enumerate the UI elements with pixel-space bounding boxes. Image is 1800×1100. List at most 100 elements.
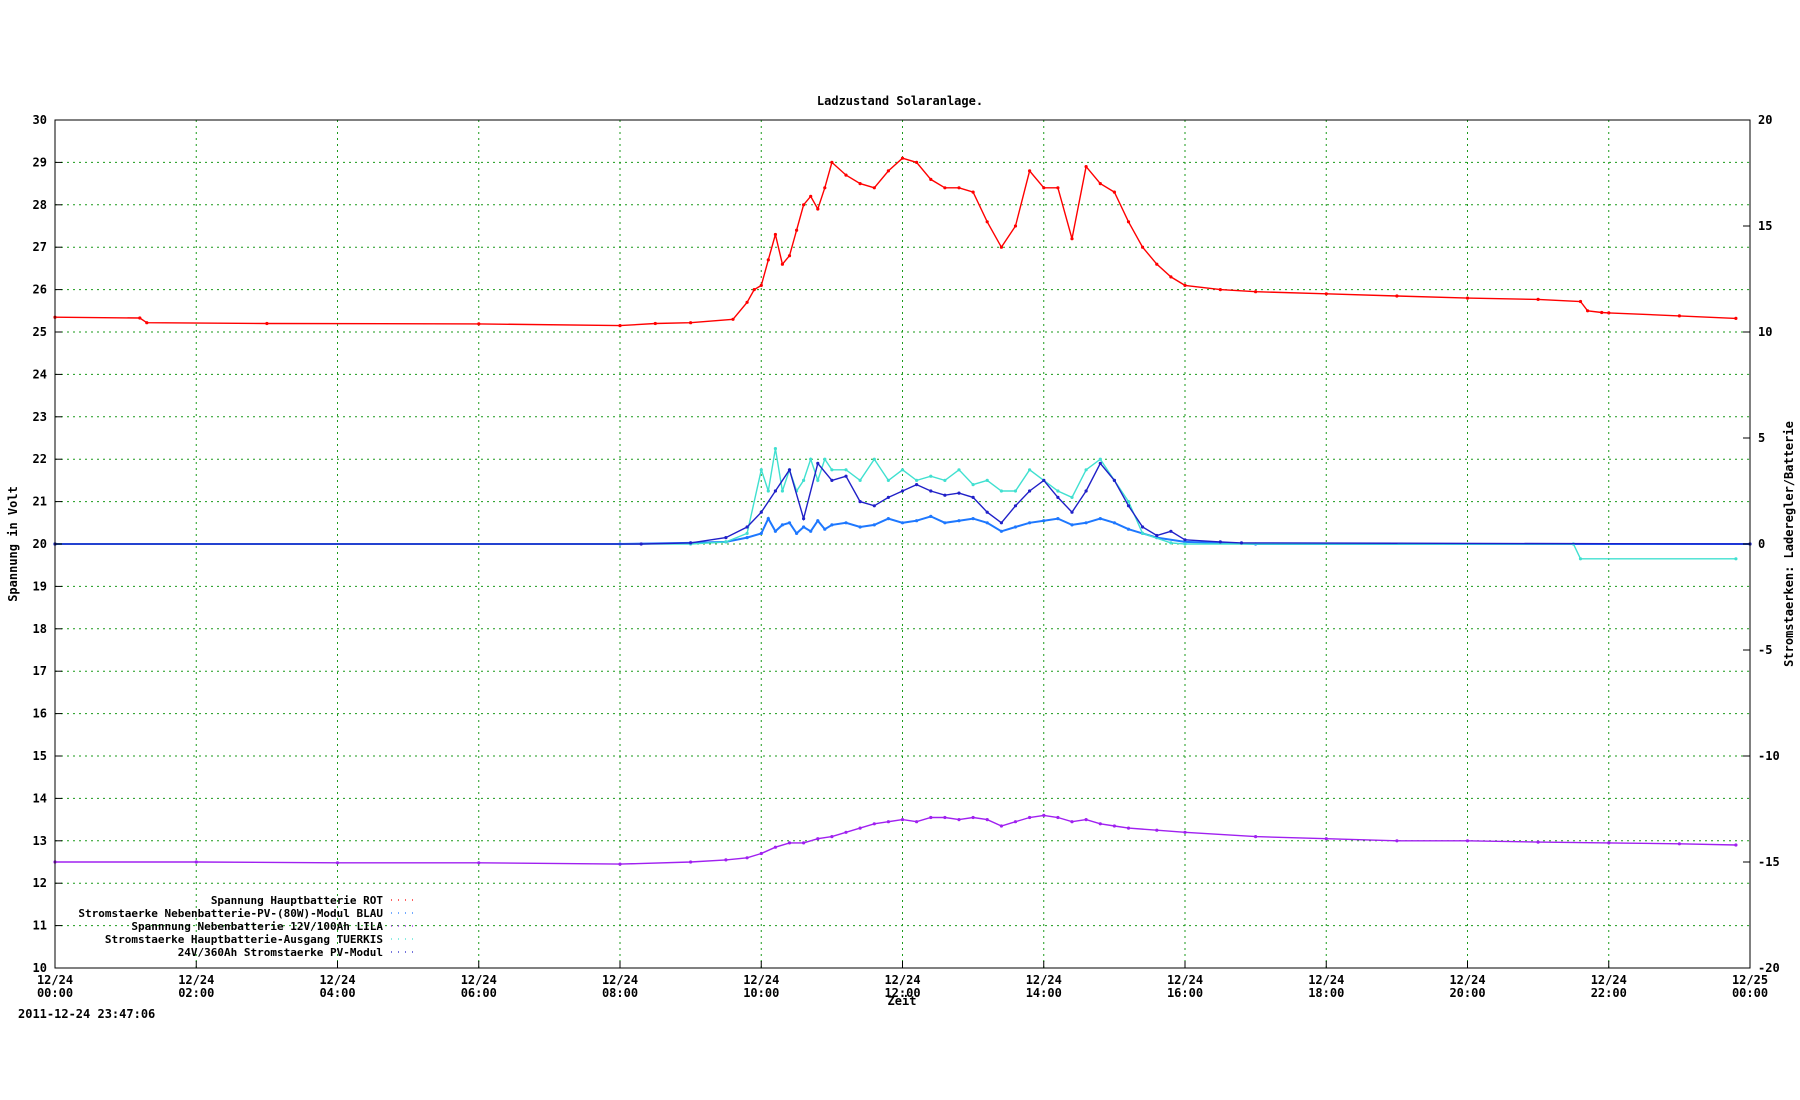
- data-point: [816, 519, 820, 523]
- x-tick-date: 12/24: [1308, 973, 1344, 987]
- data-point: [915, 160, 919, 164]
- data-point: [971, 815, 975, 820]
- data-point: [780, 489, 785, 493]
- data-point: [724, 858, 728, 862]
- x-tick-time: 14:00: [1026, 986, 1062, 1000]
- data-point: [809, 457, 813, 461]
- data-point: [1070, 523, 1074, 527]
- data-point: [830, 835, 834, 839]
- data-point: [929, 474, 933, 478]
- y-tick-label: 20: [33, 537, 47, 551]
- data-point: [766, 489, 770, 493]
- data-point: [745, 300, 749, 304]
- data-point: [1126, 220, 1131, 224]
- series-layer: [53, 156, 1752, 866]
- data-point: [265, 321, 269, 326]
- data-point: [1013, 224, 1018, 228]
- x-tick-date: 12/24: [461, 973, 497, 987]
- data-point: [1239, 541, 1244, 545]
- data-point: [787, 521, 792, 525]
- legend-label: 24V/360Ah Stromstaerke PV-Modul: [178, 946, 383, 959]
- data-point: [145, 321, 149, 325]
- data-point: [689, 321, 693, 325]
- data-point: [689, 541, 693, 545]
- data-point: [886, 517, 891, 521]
- data-point: [1578, 557, 1583, 561]
- x-tick-time: 12:00: [884, 986, 920, 1000]
- data-point: [872, 523, 876, 527]
- data-point: [1070, 495, 1074, 499]
- data-point: [766, 258, 770, 262]
- y2-tick-label: -20: [1758, 961, 1780, 975]
- data-point: [787, 841, 792, 845]
- data-point: [752, 288, 756, 292]
- y-tick-label: 14: [33, 791, 47, 805]
- data-point: [985, 478, 989, 482]
- data-point: [766, 517, 770, 521]
- data-point: [1112, 478, 1116, 482]
- data-point: [872, 504, 876, 508]
- data-point: [999, 521, 1004, 525]
- data-point: [957, 491, 961, 495]
- data-point: [1070, 510, 1074, 514]
- data-point: [816, 207, 820, 211]
- data-point: [886, 478, 891, 482]
- data-point: [823, 186, 827, 190]
- data-point: [759, 283, 763, 287]
- data-point: [1578, 299, 1583, 304]
- data-point: [1126, 504, 1131, 508]
- data-point: [1084, 818, 1088, 822]
- data-point: [1465, 839, 1470, 843]
- data-point: [957, 186, 961, 190]
- data-point: [773, 447, 778, 451]
- data-point: [1098, 182, 1102, 186]
- y2-tick-label: 20: [1758, 113, 1772, 127]
- data-point: [1098, 457, 1102, 461]
- y-tick-label: 26: [33, 283, 47, 297]
- data-point: [1126, 527, 1131, 531]
- data-point: [816, 478, 820, 482]
- data-point: [1183, 830, 1187, 834]
- data-point: [816, 837, 820, 841]
- x-tick-date: 12/24: [1026, 973, 1062, 987]
- data-point: [985, 818, 989, 822]
- series-1: [53, 156, 1738, 328]
- x-tick-time: 22:00: [1591, 986, 1627, 1000]
- data-point: [802, 478, 806, 482]
- data-point: [1098, 822, 1102, 826]
- data-point: [971, 190, 975, 194]
- y-tick-label: 27: [33, 240, 47, 254]
- x-tick-time: 00:00: [37, 986, 73, 1000]
- data-point: [816, 461, 820, 465]
- y-tick-label: 25: [33, 325, 47, 339]
- y-tick-label: 23: [33, 410, 47, 424]
- data-point: [1183, 542, 1187, 546]
- data-point: [1254, 290, 1258, 294]
- data-point: [759, 851, 763, 856]
- y2-axis-ticks: -20 -15 -10 -5 0 5 10 15 20: [1743, 113, 1780, 975]
- data-point: [915, 820, 919, 824]
- y-tick-label: 19: [33, 579, 47, 593]
- data-point: [844, 830, 848, 834]
- data-point: [1013, 504, 1018, 508]
- y-tick-label: 22: [33, 452, 47, 466]
- data-point: [1084, 165, 1088, 169]
- data-point: [823, 457, 827, 461]
- data-point: [194, 860, 198, 864]
- data-point: [724, 540, 728, 544]
- data-point: [759, 531, 763, 536]
- data-point: [795, 531, 799, 536]
- data-point: [1218, 288, 1222, 292]
- x-tick-date: 12/24: [743, 973, 779, 987]
- data-point: [1141, 531, 1145, 536]
- y-axis-ticks: 10 11 12 13 14 15 16 17 18 19 20 21 22 23 24 25 26 27 28 29…: [33, 113, 62, 975]
- data-point: [731, 317, 735, 321]
- y2-tick-label: 15: [1758, 219, 1772, 233]
- data-point: [1183, 283, 1187, 287]
- data-point: [780, 262, 785, 266]
- data-point: [858, 826, 862, 830]
- chart-title: Ladzustand Solaranlage.: [817, 94, 983, 108]
- data-point: [971, 483, 975, 487]
- data-point: [1028, 521, 1032, 525]
